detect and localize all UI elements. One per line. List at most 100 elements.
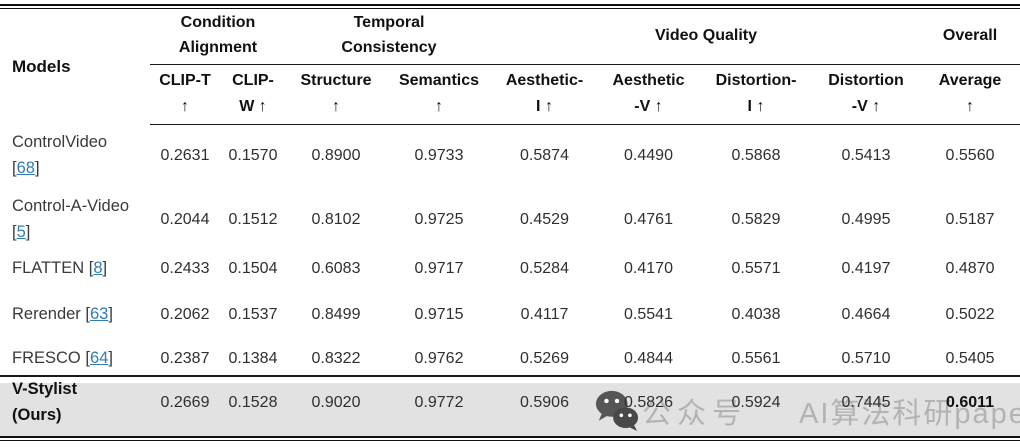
model-name-cell: Control-A-Video [5] bbox=[12, 196, 130, 241]
metric-value: 0.1384 bbox=[228, 350, 278, 367]
metric-value: 0.9020 bbox=[286, 375, 386, 429]
model-name-cell: FLATTEN [8] bbox=[12, 259, 108, 278]
col-header-semantics: Semantics ↑ bbox=[386, 64, 492, 125]
metric-value: 0.1570 bbox=[228, 147, 278, 165]
metric-value: 0.4038 bbox=[731, 306, 781, 323]
citation-link[interactable]: 5 bbox=[16, 222, 26, 241]
up-arrow-icon: -V ↑ bbox=[634, 98, 663, 115]
up-arrow-icon: ↑ bbox=[332, 98, 340, 115]
table-row-v-stylist-ours: V-Stylist (Ours) 0.2669 0.1528 0.9020 0.9… bbox=[0, 375, 1020, 429]
sub-header-row: CLIP-T ↑ CLIP- W ↑ Structure ↑ Semantics ↑ A… bbox=[0, 64, 1020, 125]
metric-value: 0.8900 bbox=[311, 147, 361, 165]
metric-value: 0.5924 bbox=[700, 375, 812, 429]
metric-value: 0.1504 bbox=[228, 260, 278, 277]
metric-value: 0.4197 bbox=[841, 260, 891, 277]
metric-value: 0.9762 bbox=[414, 350, 464, 367]
metric-value: 0.4490 bbox=[624, 147, 673, 165]
metric-value: 0.5710 bbox=[841, 350, 891, 367]
col-header-aesthetic-v: Aesthetic -V ↑ bbox=[597, 64, 700, 125]
up-arrow-icon: ↑ bbox=[181, 98, 189, 115]
metric-value: 0.5269 bbox=[520, 350, 569, 367]
model-name-cell: Rerender [63] bbox=[12, 305, 113, 324]
metric-value: 0.7445 bbox=[812, 375, 921, 429]
metric-value: 0.9772 bbox=[386, 375, 492, 429]
metric-value: 0.4870 bbox=[945, 260, 995, 277]
citation-link[interactable]: 8 bbox=[93, 259, 103, 278]
model-name: FLATTEN bbox=[12, 259, 85, 278]
best-average-value: 0.6011 bbox=[920, 375, 1020, 429]
table-row-controlvideo: ControlVideo [68] 0.2631 0.1570 0.8900 0… bbox=[0, 124, 1020, 188]
model-name-suffix: (Ours) bbox=[12, 406, 62, 424]
metric-value: 0.8322 bbox=[311, 350, 361, 367]
metric-value: 0.4761 bbox=[624, 210, 673, 228]
metric-value: 0.4995 bbox=[841, 210, 891, 228]
metric-value: 0.9725 bbox=[414, 210, 464, 228]
metric-value: 0.2433 bbox=[160, 260, 210, 277]
metric-value: 0.4664 bbox=[841, 306, 891, 323]
model-name: FRESCO bbox=[12, 349, 81, 368]
metric-value: 0.5541 bbox=[624, 306, 673, 323]
citation-link[interactable]: 63 bbox=[89, 305, 109, 324]
metric-value: 0.9717 bbox=[414, 260, 464, 277]
table-bottom-rule bbox=[0, 436, 1020, 441]
model-name: V-Stylist bbox=[12, 380, 78, 399]
col-header-structure: Structure ↑ bbox=[286, 64, 386, 125]
table-top-rule bbox=[0, 4, 1020, 9]
up-arrow-icon: ↑ bbox=[966, 98, 975, 115]
metric-value: 0.8499 bbox=[311, 306, 361, 323]
metric-value: 0.4117 bbox=[520, 306, 569, 323]
col-header-average: Average ↑ bbox=[920, 64, 1020, 125]
results-table-page: Models Condition Alignment Temporal Cons… bbox=[0, 4, 1020, 447]
up-arrow-icon: -V ↑ bbox=[851, 98, 881, 115]
metric-value: 0.5829 bbox=[731, 210, 781, 228]
metric-value: 0.4844 bbox=[624, 350, 673, 367]
up-arrow-icon: W ↑ bbox=[239, 98, 267, 115]
metric-value: 0.9715 bbox=[414, 306, 464, 323]
metric-value: 0.5413 bbox=[841, 147, 891, 165]
models-column-header: Models bbox=[12, 56, 71, 76]
metric-value: 0.5571 bbox=[731, 260, 781, 277]
col-header-clip-w: CLIP- W ↑ bbox=[220, 64, 286, 125]
metric-value: 0.6083 bbox=[311, 260, 361, 277]
metric-value: 0.5561 bbox=[731, 350, 781, 367]
table-row-control-a-video: Control-A-Video [5] 0.2044 0.1512 0.8102… bbox=[0, 188, 1020, 251]
up-arrow-icon: I ↑ bbox=[536, 98, 553, 115]
model-name: Control-A-Video bbox=[12, 196, 130, 215]
model-name: Rerender bbox=[12, 305, 81, 324]
model-name-cell: FRESCO [64] bbox=[12, 349, 113, 368]
col-header-aesthetic-i: Aesthetic- I ↑ bbox=[492, 64, 597, 125]
metric-value: 0.9733 bbox=[414, 147, 464, 165]
benchmark-results-table: Models Condition Alignment Temporal Cons… bbox=[0, 9, 1020, 429]
model-name-cell: ControlVideo [68] bbox=[12, 133, 108, 177]
up-arrow-icon: I ↑ bbox=[747, 98, 765, 115]
metric-value: 0.5187 bbox=[945, 210, 995, 228]
citation-link[interactable]: 64 bbox=[89, 349, 109, 368]
group-header-temporal-consistency: Temporal Consistency bbox=[286, 9, 492, 65]
metric-value: 0.2669 bbox=[150, 375, 220, 429]
model-name: ControlVideo bbox=[12, 133, 108, 152]
table-row-rerender: Rerender [63] 0.2062 0.1537 0.8499 0.971… bbox=[0, 287, 1020, 343]
metric-value: 0.2387 bbox=[160, 350, 210, 367]
metric-value: 0.5022 bbox=[945, 306, 995, 323]
group-header-row: Models Condition Alignment Temporal Cons… bbox=[0, 9, 1020, 76]
group-header-condition-alignment: Condition Alignment bbox=[150, 9, 286, 65]
col-header-distortion-v: Distortion -V ↑ bbox=[812, 64, 921, 125]
metric-value: 0.2631 bbox=[160, 147, 210, 165]
metric-value: 0.5560 bbox=[945, 147, 995, 165]
col-header-clip-t: CLIP-T ↑ bbox=[150, 64, 220, 125]
table-row-flatten: FLATTEN [8] 0.2433 0.1504 0.6083 0.9717 … bbox=[0, 251, 1020, 287]
metric-value: 0.5826 bbox=[597, 375, 700, 429]
metric-value: 0.5868 bbox=[731, 147, 781, 165]
col-header-distortion-i: Distortion- I ↑ bbox=[700, 64, 812, 125]
metric-value: 0.2062 bbox=[160, 306, 210, 323]
metric-value: 0.4529 bbox=[520, 210, 569, 228]
group-header-overall: Overall bbox=[920, 9, 1020, 65]
metric-value: 0.1537 bbox=[228, 306, 278, 323]
table-row-fresco: FRESCO [64] 0.2387 0.1384 0.8322 0.9762 … bbox=[0, 343, 1020, 376]
metric-value: 0.5405 bbox=[945, 350, 995, 367]
citation-link[interactable]: 68 bbox=[16, 159, 35, 177]
metric-value: 0.1512 bbox=[228, 210, 278, 228]
metric-value: 0.5874 bbox=[520, 147, 569, 165]
group-header-video-quality: Video Quality bbox=[492, 9, 921, 65]
metric-value: 0.5906 bbox=[492, 375, 597, 429]
